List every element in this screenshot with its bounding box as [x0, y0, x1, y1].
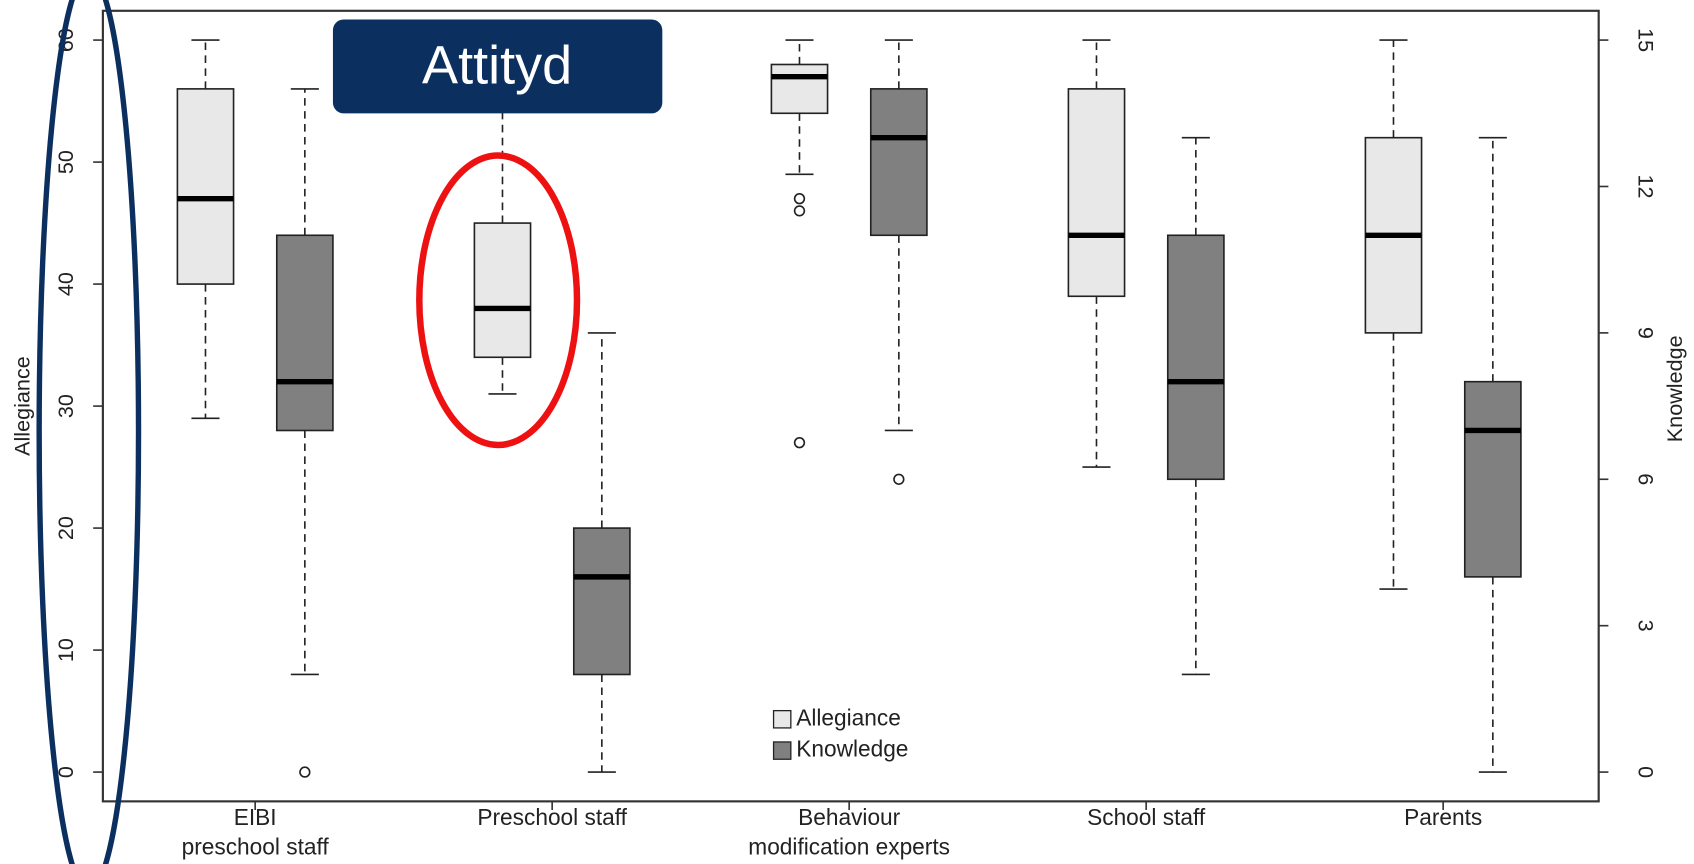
- y-tick-label: 0: [53, 766, 78, 778]
- legend-label: Knowledge: [796, 736, 908, 762]
- x-tick-label-box: EIBI preschool staff: [181, 805, 329, 861]
- outlier: [893, 473, 905, 485]
- y2-axis-label: Knowledge: [1662, 335, 1687, 442]
- legend-swatch: [772, 709, 792, 729]
- outlier: [793, 437, 806, 449]
- y2-tick-label: 15: [1633, 28, 1658, 52]
- x-tick-label-box: School staff: [1087, 805, 1206, 831]
- y2-tick-label: 6: [1633, 473, 1658, 485]
- box: [1166, 234, 1225, 481]
- outlier: [793, 205, 806, 217]
- box: [176, 88, 235, 285]
- x-tick-label: EIBI preschool staff: [181, 805, 329, 861]
- box: [1067, 88, 1126, 298]
- x-tick-label: School staff: [1087, 805, 1206, 831]
- box: [473, 222, 532, 359]
- outlier: [793, 193, 806, 205]
- y2-tick-label: 9: [1633, 327, 1658, 339]
- box: [869, 88, 928, 237]
- y-tick-label: 20: [53, 516, 78, 540]
- box: [770, 63, 829, 115]
- axis-ellipse: [36, 0, 142, 864]
- annotation-text: Attityd: [422, 35, 572, 95]
- outlier: [299, 766, 311, 778]
- box: [275, 234, 334, 432]
- highlight-ellipse: [416, 152, 581, 449]
- y2-tick-label: 3: [1633, 620, 1658, 632]
- annotation-box: [332, 19, 663, 114]
- y-tick-label: 10: [53, 638, 78, 662]
- y-axis-label: Allegiance: [10, 356, 35, 456]
- x-tick-label: Preschool staff: [477, 805, 627, 831]
- x-tick-label-box: Parents: [1404, 805, 1483, 831]
- x-tick-label-box: Behaviour modification experts: [748, 805, 951, 861]
- x-tick-label: Behaviour modification experts: [748, 805, 951, 861]
- box: [1463, 380, 1522, 578]
- y2-tick-label: 12: [1633, 174, 1658, 198]
- y2-tick-label: 0: [1633, 766, 1658, 778]
- y-tick-label: 30: [53, 394, 78, 418]
- legend-label: Allegiance: [796, 704, 901, 730]
- y-tick-label: 40: [53, 272, 78, 296]
- legend-swatch: [772, 741, 792, 760]
- y-tick-label: 50: [53, 150, 78, 174]
- x-tick-label: Parents: [1404, 805, 1483, 831]
- x-tick-label-box: Preschool staff: [477, 805, 627, 831]
- box: [572, 527, 631, 676]
